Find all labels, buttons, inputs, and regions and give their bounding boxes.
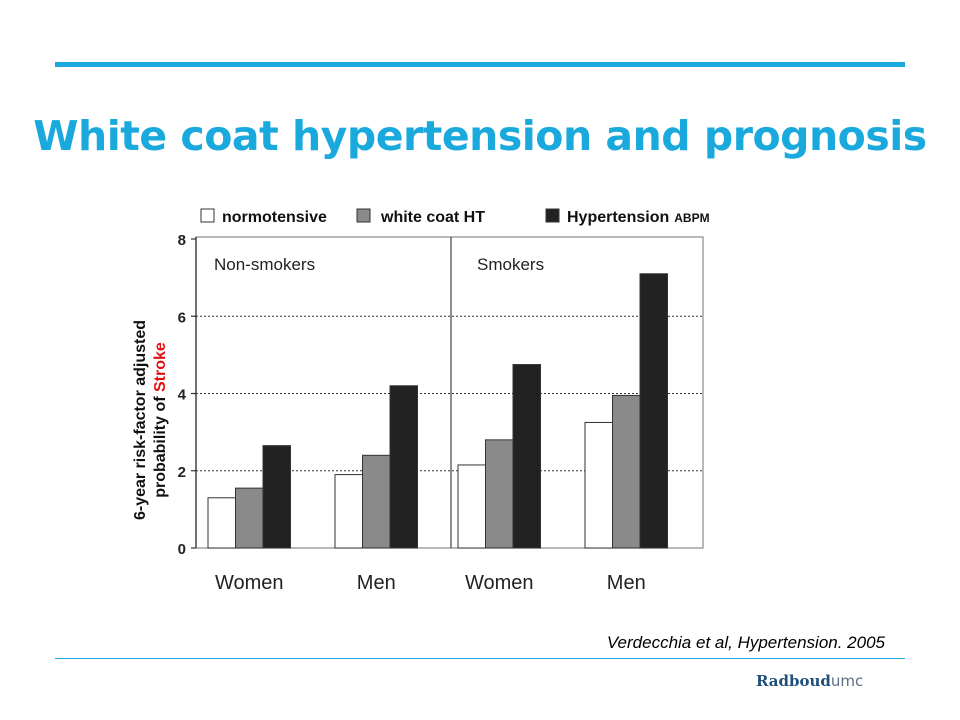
title-area: White coat hypertension and prognosis [0, 0, 960, 200]
x-category-label: Men [357, 572, 396, 594]
legend-label: normotensive [222, 209, 327, 226]
bar [485, 439, 514, 549]
radboudumc-logo: Radboudumc [756, 672, 863, 690]
panel-label: Non-smokers [214, 255, 315, 274]
legend-swatch [200, 208, 215, 223]
bar [235, 487, 264, 549]
y-axis-label-prefix: probability of [152, 392, 169, 498]
bar [362, 454, 391, 549]
slide-title: White coat hypertension and prognosis [33, 112, 927, 160]
x-category-label: Men [607, 572, 646, 594]
y-tick-label: 8 [178, 232, 186, 249]
legend-label-suffix: ABPM [674, 211, 709, 225]
top-accent-rule [55, 62, 905, 67]
x-category-label: Women [465, 572, 534, 594]
bar [262, 445, 291, 549]
bar [457, 464, 486, 549]
y-tick-label: 2 [178, 464, 186, 481]
y-axis-label-line1: 6-year risk-factor adjusted [132, 320, 149, 520]
bar [334, 474, 363, 549]
legend-swatch [356, 208, 371, 223]
logo-brand: Radboud [756, 672, 831, 690]
y-axis-label-line2: probability of Stroke [152, 342, 169, 498]
y-tick-label: 4 [178, 387, 187, 404]
y-tick-label: 0 [178, 541, 186, 558]
bar [512, 364, 541, 549]
bottom-rule [55, 658, 905, 659]
panel-label: Smokers [477, 255, 544, 274]
y-axis-label-highlight: Stroke [152, 342, 169, 392]
y-tick-label: 6 [178, 309, 186, 326]
bar [584, 421, 613, 549]
legend-label: Hypertension ABPM [567, 209, 710, 226]
logo-suffix: umc [830, 672, 864, 690]
bar [612, 394, 641, 549]
bar [389, 385, 418, 549]
legend-swatch [545, 208, 560, 223]
legend-label: white coat HT [380, 209, 485, 226]
bar [207, 497, 236, 549]
bar [639, 273, 668, 549]
x-category-label: Women [215, 572, 284, 594]
citation: Verdecchia et al, Hypertension. 2005 [606, 633, 885, 652]
